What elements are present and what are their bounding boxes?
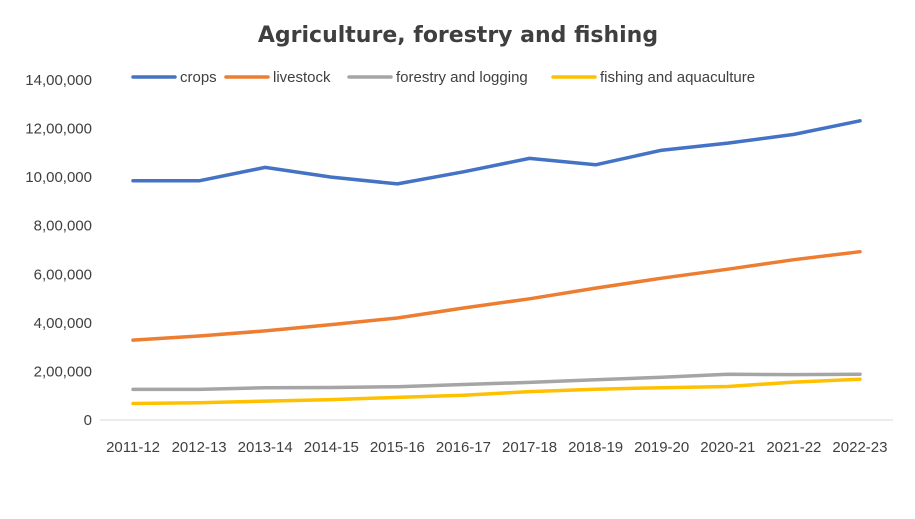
series-line-crops [131,119,862,186]
x-tick-label: 2015-16 [370,439,425,456]
x-axis-ticks: 2011-12 2012-13 2013-14 2014-15 2015-16 2016-… [106,439,887,456]
y-tick-label: 2,00,000 [34,363,92,380]
x-tick-label: 2014-15 [304,439,359,456]
y-axis-ticks: 0 2,00,000 4,00,000 6,00,000 8,00,000 10,00,0… [25,72,92,429]
x-tick-label: 2016-17 [436,439,491,456]
series-line-fishing-and-aquaculture [131,377,862,406]
x-tick-label: 2012-13 [172,439,227,456]
x-tick-label: 2022-23 [832,439,887,456]
x-tick-label: 2020-21 [700,439,755,456]
y-tick-label: 0 [84,412,92,429]
series-lines [131,119,862,406]
y-tick-label: 14,00,000 [25,72,92,89]
x-tick-label: 2013-14 [238,439,293,456]
y-tick-label: 12,00,000 [25,121,92,138]
legend-label: forestry and logging [396,69,528,86]
x-tick-label: 2021-22 [766,439,821,456]
y-tick-label: 10,00,000 [25,169,92,186]
x-tick-label: 2019-20 [634,439,689,456]
y-tick-label: 6,00,000 [34,266,92,283]
x-tick-label: 2011-12 [106,439,160,456]
legend-label: livestock [273,69,331,86]
x-tick-label: 2017-18 [502,439,557,456]
series-line-forestry-and-logging [131,372,862,392]
y-tick-label: 4,00,000 [34,315,92,332]
legend-label: crops [180,69,217,86]
x-tick-label: 2018-19 [568,439,623,456]
series-line-livestock [131,249,862,342]
chart-title: Agriculture, forestry and fishing [258,23,658,48]
y-tick-label: 8,00,000 [34,218,92,235]
legend: crops livestock forestry and logging fishin… [131,69,755,86]
legend-label: fishing and aquaculture [600,69,755,86]
